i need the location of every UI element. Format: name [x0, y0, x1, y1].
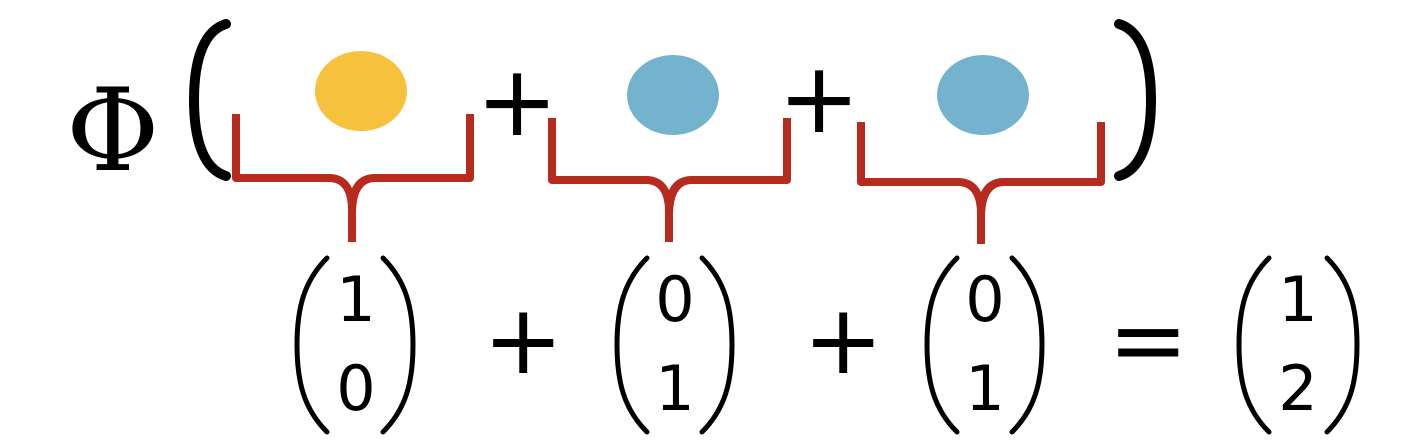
vector-2-left-paren — [614, 255, 650, 435]
underbrace-3 — [857, 122, 1105, 244]
blue-circle-1 — [627, 55, 719, 135]
result-right-paren — [1324, 255, 1360, 435]
vector-3-bottom: 1 — [965, 352, 1004, 425]
result-vector: 1 2 — [1236, 255, 1360, 435]
vector-3-left-paren — [924, 255, 960, 435]
result-left-paren — [1236, 255, 1272, 435]
yellow-circle — [315, 51, 407, 131]
vector-1-bottom: 0 — [336, 352, 375, 425]
vector-1-right-paren — [380, 255, 416, 435]
result-bottom: 2 — [1278, 352, 1317, 425]
vector-1-left-paren — [294, 255, 330, 435]
top-plus-1: + — [476, 45, 558, 159]
bottom-plus-1: + — [483, 284, 563, 396]
vector-3-right-paren — [1009, 255, 1045, 435]
vector-3-top: 0 — [965, 263, 1004, 336]
result-top: 1 — [1278, 263, 1317, 336]
vector-1-top: 1 — [336, 263, 375, 336]
vector-2-bottom: 1 — [655, 352, 694, 425]
left-outer-bracket — [188, 19, 231, 181]
bottom-plus-2: + — [803, 284, 883, 396]
underbrace-2 — [548, 118, 791, 242]
top-plus-2: + — [778, 42, 860, 156]
blue-circle-2 — [937, 55, 1029, 135]
vector-1: 1 0 — [294, 255, 416, 435]
phi-symbol: Φ — [66, 64, 159, 197]
vector-2-top: 0 — [655, 263, 694, 336]
vector-3: 0 1 — [924, 255, 1045, 435]
underbrace-1 — [232, 114, 474, 242]
equals-sign: = — [1108, 284, 1188, 396]
vector-2-right-paren — [699, 255, 735, 435]
vector-2: 0 1 — [614, 255, 735, 435]
underbrace-group — [232, 114, 1105, 244]
right-outer-bracket — [1114, 19, 1157, 181]
